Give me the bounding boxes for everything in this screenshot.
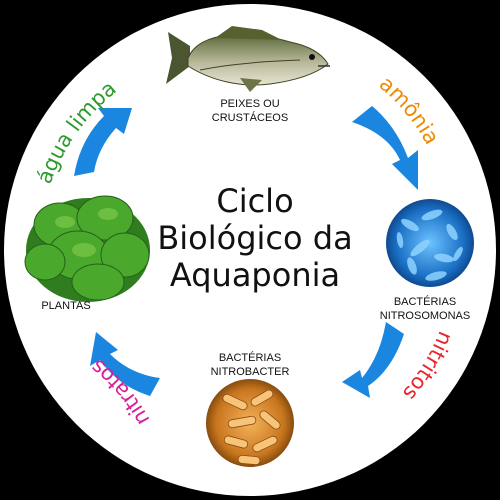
diagram-title: Ciclo Biológico da Aquaponia (150, 183, 360, 294)
nitrobacter-bacteria-icon (206, 379, 294, 467)
plants-label: PLANTAS (41, 300, 90, 312)
nitrosomonas-label-line-1: BACTÉRIAS (394, 295, 456, 308)
fish-icon (166, 26, 330, 92)
nitrosomonas-bacteria-icon (386, 199, 474, 287)
nitrosomonas-label-line-2: NITROSOMONAS (380, 310, 470, 322)
lettuce-plant-icon (24, 195, 150, 302)
title-line-3: Aquaponia (169, 256, 341, 294)
nitrobacter-label-line-2: NITROBACTER (211, 366, 290, 378)
cycle-arrow-icon (74, 106, 418, 398)
nitrobacter-label-line-1: BACTÉRIAS (219, 351, 281, 364)
title-line-2: Biológico da (157, 219, 353, 257)
fish-label-line-2: CRUSTÁCEOS (212, 111, 288, 124)
title-line-1: Ciclo (216, 182, 294, 220)
fish-label-line-1: PEIXES OU (220, 98, 279, 110)
